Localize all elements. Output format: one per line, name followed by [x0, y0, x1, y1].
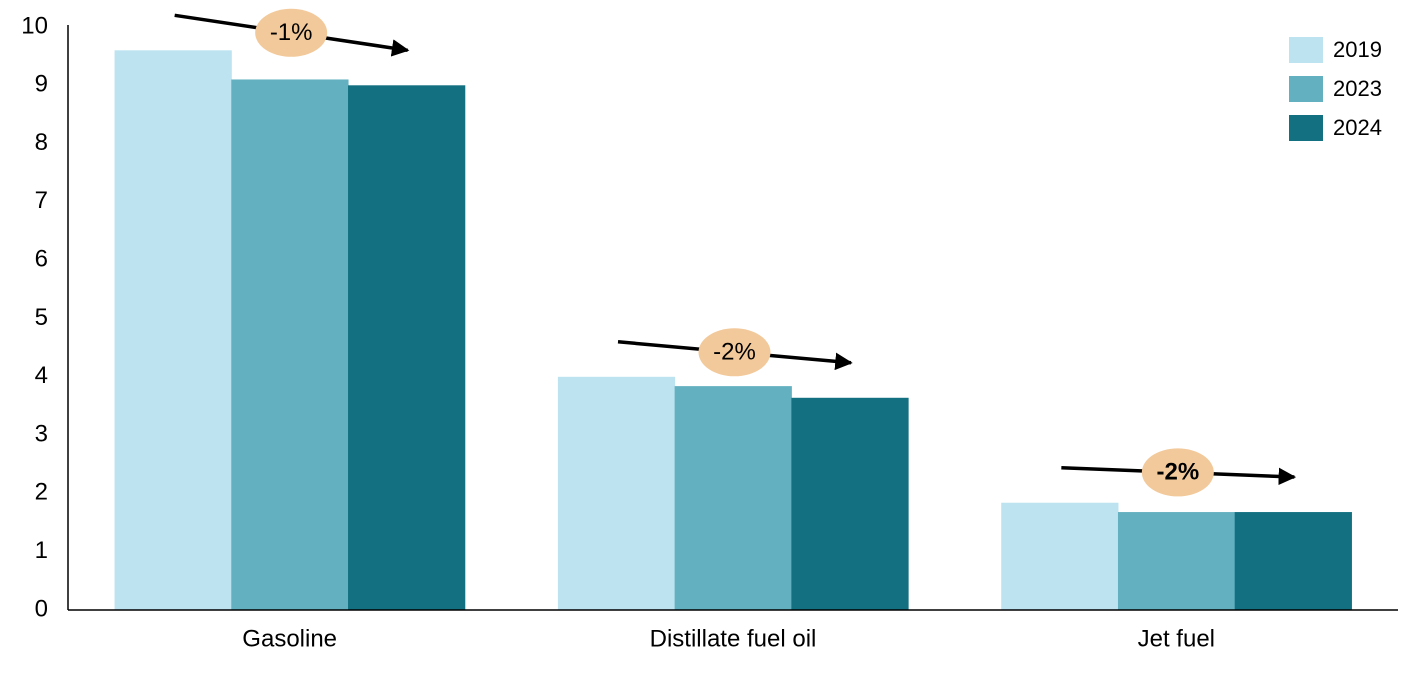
y-tick-label: 10 [21, 12, 48, 39]
annotation-badge [255, 8, 328, 57]
x-tick-label: Distillate fuel oil [650, 625, 817, 652]
y-tick-label: 8 [35, 129, 48, 156]
bar [791, 397, 909, 610]
legend-swatch [1289, 115, 1323, 141]
y-tick-label: 0 [35, 595, 48, 622]
y-tick-label: 7 [35, 187, 48, 214]
y-tick-label: 9 [35, 71, 48, 98]
annotation: -1% [270, 19, 313, 46]
annotation-badge [698, 328, 771, 377]
annotation: -2% [1156, 459, 1199, 486]
bar [231, 79, 349, 611]
y-tick-label: 1 [35, 537, 48, 564]
y-tick-label: 5 [35, 304, 48, 331]
bar [1001, 502, 1119, 610]
legend-swatch [1289, 37, 1323, 63]
bar [114, 50, 232, 610]
bar [1117, 512, 1236, 610]
annotation: -2% [713, 339, 756, 366]
bar [348, 85, 466, 611]
annotation-badge [1141, 448, 1214, 497]
y-tick-label: 6 [35, 246, 48, 273]
y-tick-label: 2 [35, 479, 48, 506]
y-tick-label: 3 [35, 420, 48, 447]
bar [1234, 512, 1352, 610]
legend-label: 2019 [1333, 37, 1382, 62]
bar [674, 386, 792, 610]
legend-label: 2023 [1333, 76, 1382, 101]
bar [557, 376, 676, 610]
legend-label: 2024 [1333, 115, 1382, 140]
y-tick-label: 4 [35, 362, 48, 389]
legend-swatch [1289, 76, 1323, 102]
x-tick-label: Gasoline [242, 625, 337, 652]
x-tick-label: Jet fuel [1138, 625, 1215, 652]
